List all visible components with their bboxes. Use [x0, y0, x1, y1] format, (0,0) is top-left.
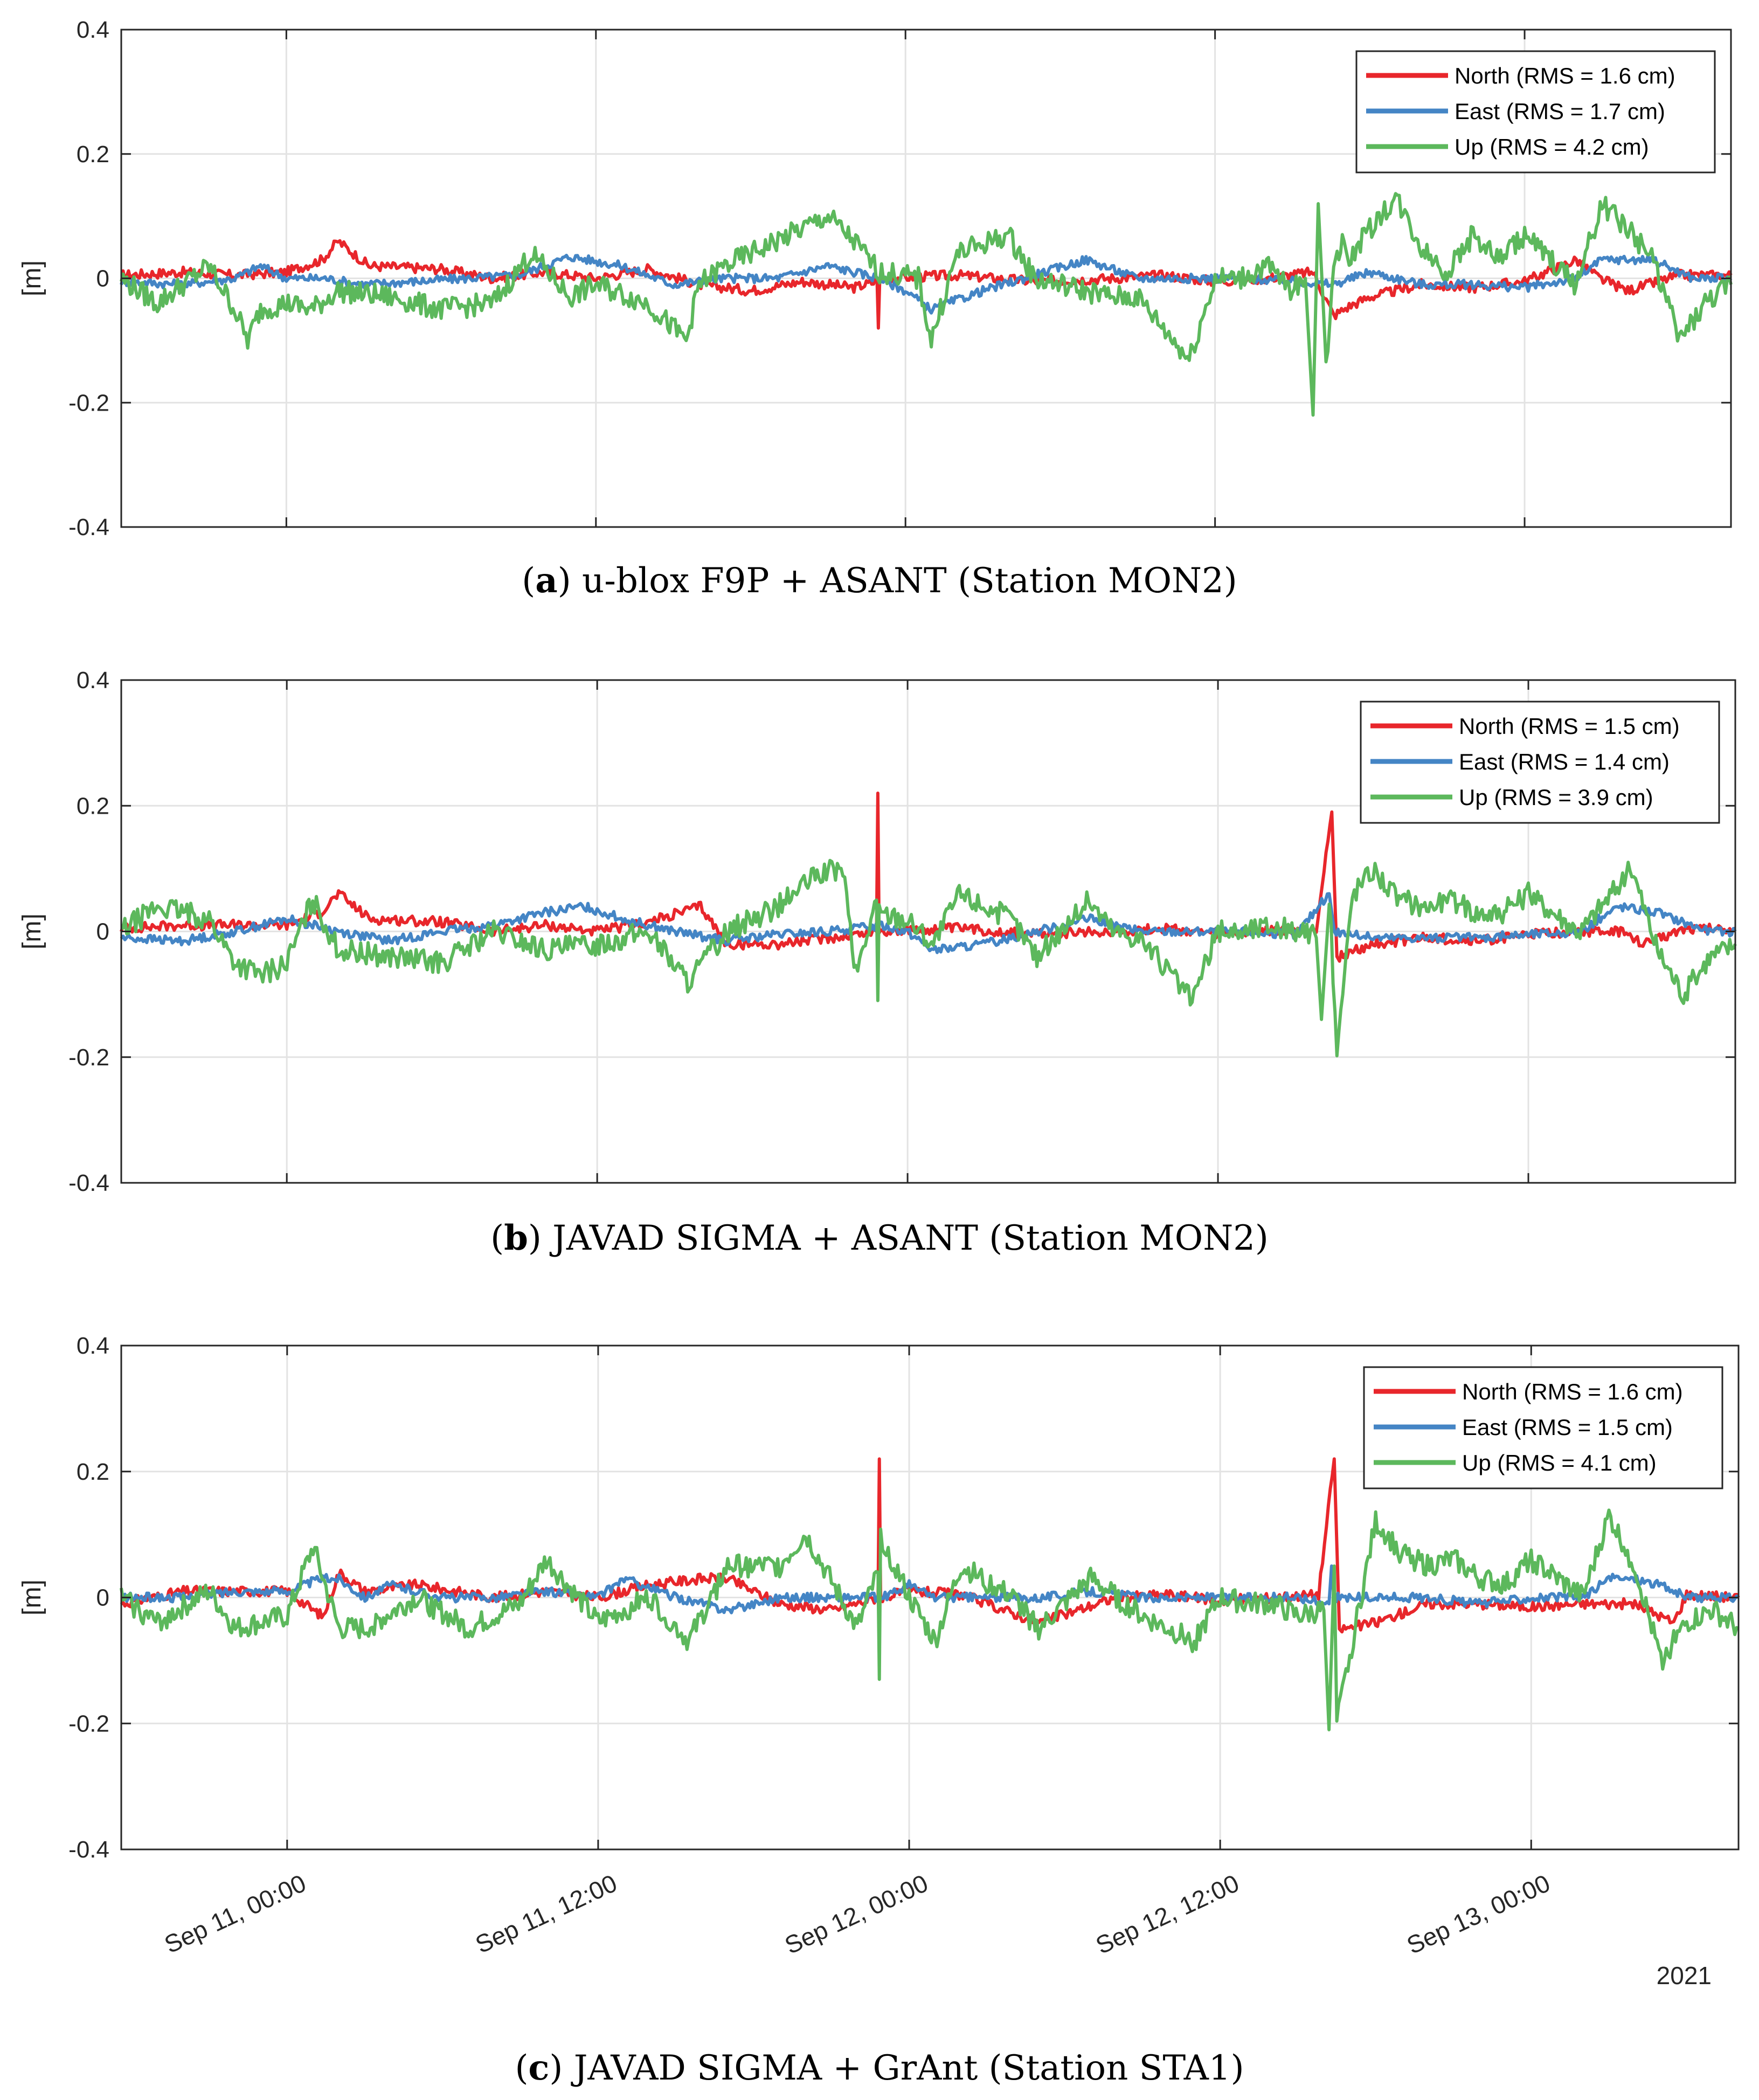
legend-label-north-b: North (RMS = 1.5 cm): [1459, 713, 1680, 739]
y-tick-label-a: 0.4: [77, 17, 109, 43]
y-tick-label-c: 0.2: [77, 1459, 109, 1485]
chart-a-svg: 0.4 0.2 0 -0.2 -0.4 [m] North (RMS = 1.6 cm) Ea…: [18, 17, 1733, 540]
x-tick-label: Sep 11, 00:00: [160, 1869, 310, 1959]
y-axis-label-a: [m]: [18, 260, 46, 296]
y-tick-label-b: 0.2: [77, 793, 109, 819]
legend-label-north-c: North (RMS = 1.6 cm): [1462, 1379, 1683, 1404]
legend-c: North (RMS = 1.6 cm) East (RMS = 1.5 cm) U…: [1363, 1366, 1723, 1489]
y-tick-label-c: -0.4: [68, 1836, 109, 1863]
chart-b-svg: 0.4 0.2 0 -0.2 -0.4 [m] North (RMS = 1.5 cm) Ea…: [18, 667, 1737, 1196]
legend-label-east-c: East (RMS = 1.5 cm): [1462, 1415, 1673, 1440]
legend-label-up-c: Up (RMS = 4.1 cm): [1462, 1450, 1657, 1475]
y-tick-label-a: -0.4: [68, 514, 109, 540]
x-tick-label: Sep 13, 00:00: [1402, 1869, 1554, 1959]
caption-a: (a) u-blox F9P + ASANT (Station MON2): [522, 560, 1237, 601]
caption-a-letter: a: [535, 560, 558, 601]
panel-c: 0.4 0.2 0 -0.2 -0.4 [m] North (RMS = 1.6 cm) Ea…: [0, 1315, 1759, 2100]
y-tick-label-b: 0.4: [77, 667, 109, 694]
caption-b-text: JAVAD SIGMA + ASANT (Station MON2): [541, 1218, 1269, 1258]
legend-label-up-b: Up (RMS = 3.9 cm): [1459, 785, 1653, 810]
y-axis-label-c: [m]: [18, 1579, 46, 1616]
series-up-line-c: [120, 1508, 1740, 1731]
caption-b: (b) JAVAD SIGMA + ASANT (Station MON2): [490, 1218, 1269, 1258]
series-up-line-b: [121, 858, 1737, 1058]
x-tick-label: Sep 12, 00:00: [780, 1869, 932, 1959]
series-north-line-b: [120, 791, 1736, 963]
caption-a-text: u-blox F9P + ASANT (Station MON2): [571, 561, 1237, 601]
legend-label-east-b: East (RMS = 1.4 cm): [1459, 749, 1670, 774]
x-tick-label: Sep 11, 12:00: [471, 1869, 621, 1959]
y-tick-label-a: 0: [96, 266, 109, 292]
y-tick-label-c: 0.4: [77, 1333, 109, 1359]
panel-b: 0.4 0.2 0 -0.2 -0.4 [m] North (RMS = 1.5 cm) Ea…: [0, 652, 1759, 1315]
y-tick-label-a: 0.2: [77, 141, 109, 168]
year-label: 2021: [1657, 1962, 1712, 1990]
caption-c-letter: c: [528, 2048, 550, 2088]
legend-b: North (RMS = 1.5 cm) East (RMS = 1.4 cm) U…: [1360, 701, 1720, 824]
y-tick-label-a: -0.2: [68, 390, 109, 416]
legend-label-up-a: Up (RMS = 4.2 cm): [1455, 134, 1649, 160]
y-tick-label-b: -0.4: [68, 1170, 109, 1196]
series-up-line-a: [120, 192, 1733, 417]
legend-a: North (RMS = 1.6 cm) East (RMS = 1.7 cm) U…: [1355, 50, 1716, 174]
y-tick-label-b: 0: [96, 919, 109, 945]
x-tick-label: Sep 12, 12:00: [1091, 1869, 1243, 1959]
panel-a: 0.4 0.2 0 -0.2 -0.4 [m] North (RMS = 1.6 cm) Ea…: [0, 0, 1759, 663]
series-east-line-c: [120, 1564, 1740, 1614]
y-tick-label-c: -0.2: [68, 1710, 109, 1737]
y-tick-label-c: 0: [96, 1585, 109, 1611]
caption-c-text: JAVAD SIGMA + GrAnt (Station STA1): [563, 2048, 1244, 2088]
chart-c-svg: 0.4 0.2 0 -0.2 -0.4 [m] North (RMS = 1.6 cm) Ea…: [18, 1333, 1740, 1990]
legend-label-north-a: North (RMS = 1.6 cm): [1455, 63, 1675, 88]
y-axis-label-b: [m]: [18, 913, 46, 949]
y-tick-label-b: -0.2: [68, 1044, 109, 1071]
caption-c: (c) JAVAD SIGMA + GrAnt (Station STA1): [515, 2048, 1244, 2088]
caption-b-letter: b: [504, 1218, 528, 1258]
series-north-line-a: [121, 239, 1733, 330]
legend-label-east-a: East (RMS = 1.7 cm): [1455, 99, 1665, 124]
